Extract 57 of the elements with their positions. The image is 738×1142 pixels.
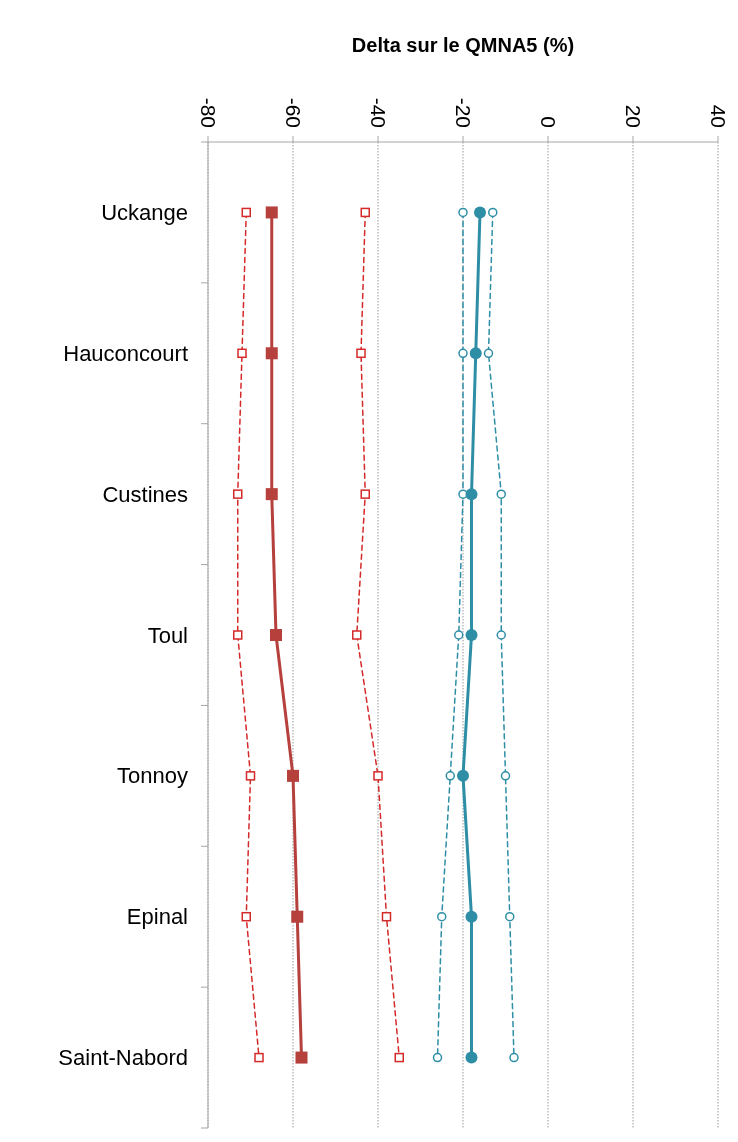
point — [245, 771, 256, 781]
point — [465, 910, 478, 923]
point — [265, 206, 278, 219]
point — [457, 769, 469, 782]
point — [360, 489, 370, 499]
point — [500, 771, 511, 781]
point — [432, 1052, 443, 1063]
point — [496, 630, 506, 640]
point — [265, 488, 278, 501]
y-tick-label: Epinal — [126, 904, 188, 930]
point — [445, 771, 455, 781]
x-tick-label: -20 — [451, 97, 475, 128]
point — [465, 488, 478, 501]
point — [270, 629, 282, 641]
point — [287, 769, 299, 782]
x-axis-title: Delta sur le QMNA5 (%) — [351, 34, 575, 56]
x-tick-label: 40 — [706, 104, 730, 128]
point — [483, 348, 494, 359]
point — [291, 910, 304, 923]
point — [265, 347, 278, 360]
point — [505, 911, 515, 922]
point — [237, 348, 247, 359]
point — [254, 1052, 264, 1063]
point — [469, 347, 482, 360]
y-tick-label: Saint-Nabord — [58, 1045, 188, 1071]
y-tick-label: Uckange — [101, 199, 188, 225]
point — [360, 207, 370, 218]
point — [474, 206, 486, 219]
point — [458, 489, 468, 499]
x-tick-label: 20 — [621, 104, 645, 128]
point — [496, 489, 506, 499]
point — [394, 1052, 404, 1063]
point — [458, 348, 468, 359]
point — [488, 207, 498, 218]
point — [241, 207, 251, 218]
y-tick-label: Tonnoy — [117, 763, 188, 789]
point — [356, 348, 366, 359]
y-tick-label: Hauconcourt — [63, 340, 188, 366]
x-tick-label: -80 — [196, 97, 220, 128]
point — [454, 630, 464, 640]
x-tick-label: 0 — [536, 116, 560, 128]
point — [233, 630, 243, 640]
point — [509, 1052, 519, 1063]
point — [465, 629, 478, 641]
x-tick-label: -40 — [366, 97, 390, 128]
y-tick-label: Toul — [147, 622, 188, 648]
point — [295, 1051, 308, 1064]
y-tick-label: Custines — [102, 481, 188, 507]
point — [458, 207, 468, 218]
point — [233, 489, 243, 499]
point — [373, 771, 383, 781]
point — [352, 630, 362, 640]
x-tick-label: -60 — [281, 97, 305, 128]
point — [381, 911, 392, 922]
point — [465, 1051, 478, 1064]
point — [241, 911, 251, 922]
point — [437, 911, 447, 922]
